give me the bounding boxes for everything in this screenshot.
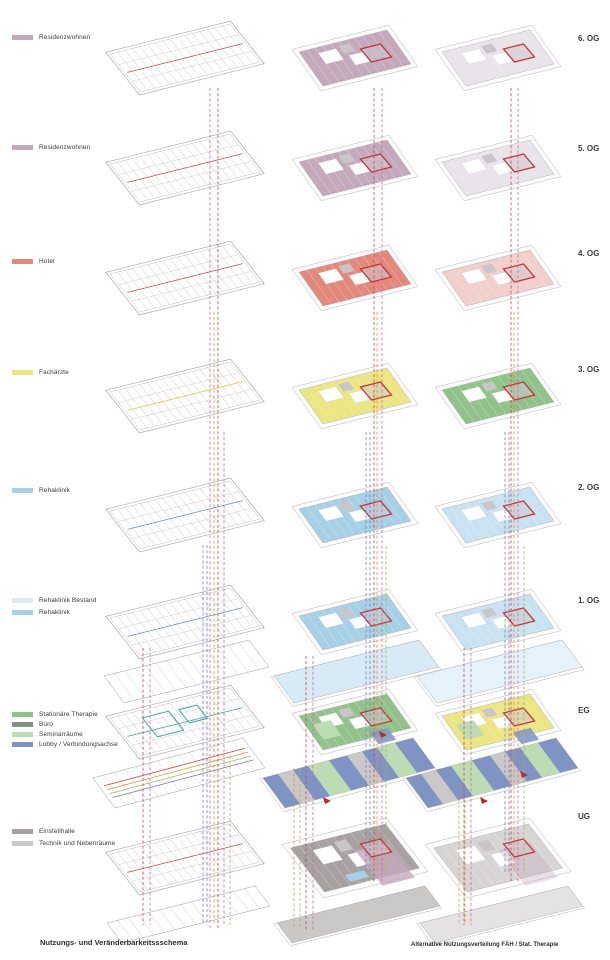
legend-item-hotel: Hotel xyxy=(12,256,55,266)
legend-swatch xyxy=(12,721,33,727)
legend-group-rehaklinik: Rehaklinik xyxy=(12,485,70,495)
plate-right-eg xyxy=(402,688,581,813)
plan-left-eg xyxy=(92,684,266,809)
plate-middle-ug xyxy=(273,817,442,946)
floor-label-5og: 5. OG xyxy=(578,144,600,153)
legend-swatch xyxy=(12,487,33,493)
legend-label: Rehaklinik xyxy=(39,486,70,494)
plate-right-1og xyxy=(413,588,585,707)
legend-group-residenz-5og: Residenzwohnen xyxy=(12,142,90,152)
legend-item-stationaere-therapie: Stationäre Therapie xyxy=(12,709,118,719)
legend-label: Residenzwohnen xyxy=(39,143,91,151)
legend-item-seminarraeume: Seminarräume xyxy=(12,729,118,739)
legend-group-ug: Einstellhalle Technik und Nebenräume xyxy=(12,825,115,849)
legend-swatch xyxy=(12,741,33,747)
legend-label: Seminarräume xyxy=(39,730,83,738)
plan-left-3og xyxy=(105,358,265,434)
legend-swatch xyxy=(12,34,33,40)
legend-item-residenzwohnen: Residenzwohnen xyxy=(12,142,90,152)
legend-swatch xyxy=(12,258,33,264)
legend-label: Residenzwohnen xyxy=(39,33,91,41)
floor-label-ug: UG xyxy=(578,812,590,821)
floor-label-1og: 1. OG xyxy=(578,596,600,605)
legend-label: Büro xyxy=(39,720,54,728)
legend-item-lobby-verbindungsachse: Lobby / Verbindungsachse xyxy=(12,739,118,749)
legend-label: Fachärzte xyxy=(39,368,69,376)
legend-swatch xyxy=(12,711,33,717)
floor-label-2og: 2. OG xyxy=(578,483,600,492)
plan-left-6og xyxy=(105,20,265,96)
plate-right-3og xyxy=(434,362,562,430)
legend-swatch xyxy=(12,840,33,846)
legend-item-fachaerzte: Fachärzte xyxy=(12,367,69,377)
floor-label-6og: 6. OG xyxy=(578,34,600,43)
plate-middle-4og xyxy=(291,244,419,312)
legend-label: Technik und Nebenräume xyxy=(39,839,116,847)
plate-middle-eg xyxy=(259,688,438,813)
plate-middle-5og xyxy=(291,134,419,202)
legend-item-residenzwohnen: Residenzwohnen xyxy=(12,32,90,42)
legend-group-residenz-6og: Residenzwohnen xyxy=(12,32,90,42)
plate-right-2og xyxy=(434,481,562,549)
projection-drop-lines xyxy=(142,88,525,930)
floor-label-4og: 4. OG xyxy=(578,249,600,258)
legend-label: Rehaklinik xyxy=(39,608,70,616)
plan-left-1og xyxy=(103,584,270,704)
legend-item-einstellhalle: Einstellhalle xyxy=(12,825,115,837)
legend-swatch xyxy=(12,597,33,603)
legend-label: Lobby / Verbindungsachse xyxy=(39,740,119,748)
plate-middle-3og xyxy=(291,362,419,430)
plate-right-ug xyxy=(416,817,585,946)
legend-label: Hotel xyxy=(39,257,55,265)
caption-alternative-title: Alternative Nutzungsverteilung FÄH / Sta… xyxy=(411,942,559,948)
plate-middle-1og xyxy=(270,588,442,707)
plate-right-4og xyxy=(434,244,562,312)
plan-left-5og xyxy=(105,130,265,206)
legend-label: Einstellhalle xyxy=(39,827,75,835)
legend-swatch xyxy=(12,609,33,615)
legend-label: Rehaklinik Bestand xyxy=(39,596,97,604)
plate-right-6og xyxy=(434,24,562,92)
floor-label-3og: 3. OG xyxy=(578,365,600,374)
floor-label-eg: EG xyxy=(578,706,590,715)
legend-swatch xyxy=(12,731,33,737)
plate-middle-6og xyxy=(291,24,419,92)
plan-left-4og xyxy=(105,240,265,316)
legend-item-rehaklinik-bestand: Rehaklinik Bestand xyxy=(12,594,96,606)
legend-swatch xyxy=(12,369,33,375)
plate-right-5og xyxy=(434,134,562,202)
direction-arrows xyxy=(323,731,528,804)
legend-swatch xyxy=(12,828,33,834)
plan-left-2og xyxy=(105,477,265,553)
legend-group-rehaklinik-1og: Rehaklinik Bestand Rehaklinik xyxy=(12,594,96,618)
legend-label: Stationäre Therapie xyxy=(39,710,98,718)
legend-swatch xyxy=(12,144,33,150)
legend-group-eg: Stationäre Therapie Büro Seminarräume Lo… xyxy=(12,709,118,749)
legend-group-hotel: Hotel xyxy=(12,256,55,266)
caption-schema-title: Nutzungs- und Veränderbarkeitssschema xyxy=(40,938,188,947)
plate-middle-2og xyxy=(291,481,419,549)
legend-item-technik-nebenraeume: Technik und Nebenräume xyxy=(12,837,115,849)
plan-left-ug xyxy=(105,820,271,944)
legend-item-rehaklinik: Rehaklinik xyxy=(12,485,70,495)
legend-group-fachaerzte: Fachärzte xyxy=(12,367,69,377)
legend-item-buero: Büro xyxy=(12,719,118,729)
legend-item-rehaklinik: Rehaklinik xyxy=(12,606,96,618)
